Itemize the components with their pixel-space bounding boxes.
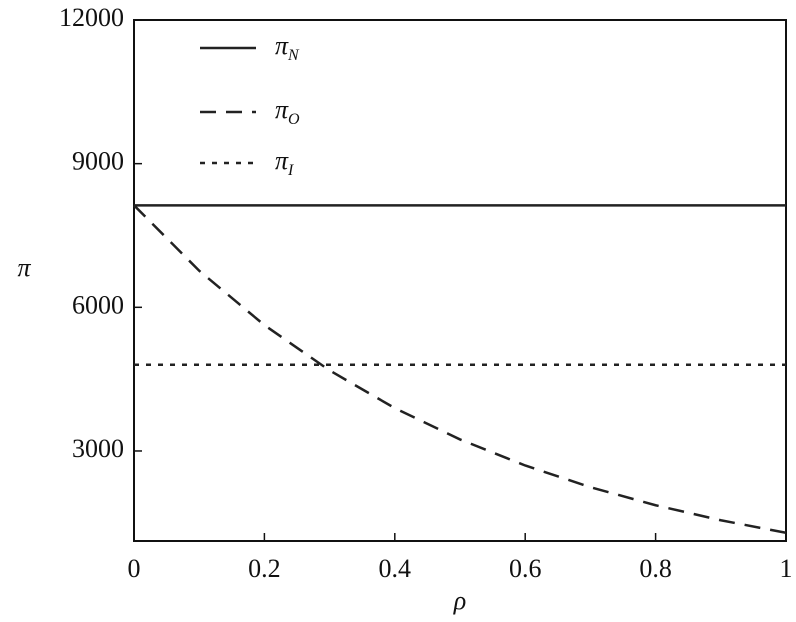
x-tick-label: 0.6: [509, 554, 542, 583]
legend-name: π: [275, 95, 289, 124]
legend-name: π: [275, 31, 289, 60]
x-tick-label: 1: [780, 554, 793, 583]
x-axis-label: ρ: [453, 586, 466, 615]
y-axis-label: π: [17, 253, 31, 282]
legend-label: πO: [275, 95, 300, 128]
y-tick-label: 6000: [72, 290, 124, 319]
x-tick-label: 0: [128, 554, 141, 583]
legend-subscript: O: [288, 111, 300, 128]
y-tick-label: 9000: [72, 147, 124, 176]
x-tick-label: 0.8: [639, 554, 672, 583]
x-tick-label: 0.2: [248, 554, 281, 583]
y-tick-label: 3000: [72, 434, 124, 463]
legend-subscript: I: [287, 162, 294, 179]
legend-label: πN: [275, 31, 300, 64]
legend-label: πI: [275, 146, 294, 179]
legend-subscript: N: [287, 47, 300, 64]
x-tick-label: 0.4: [379, 554, 412, 583]
legend-name: π: [275, 146, 289, 175]
series-line: [133, 204, 787, 534]
plot-frame: [133, 19, 787, 542]
y-tick-label: 12000: [59, 3, 124, 32]
